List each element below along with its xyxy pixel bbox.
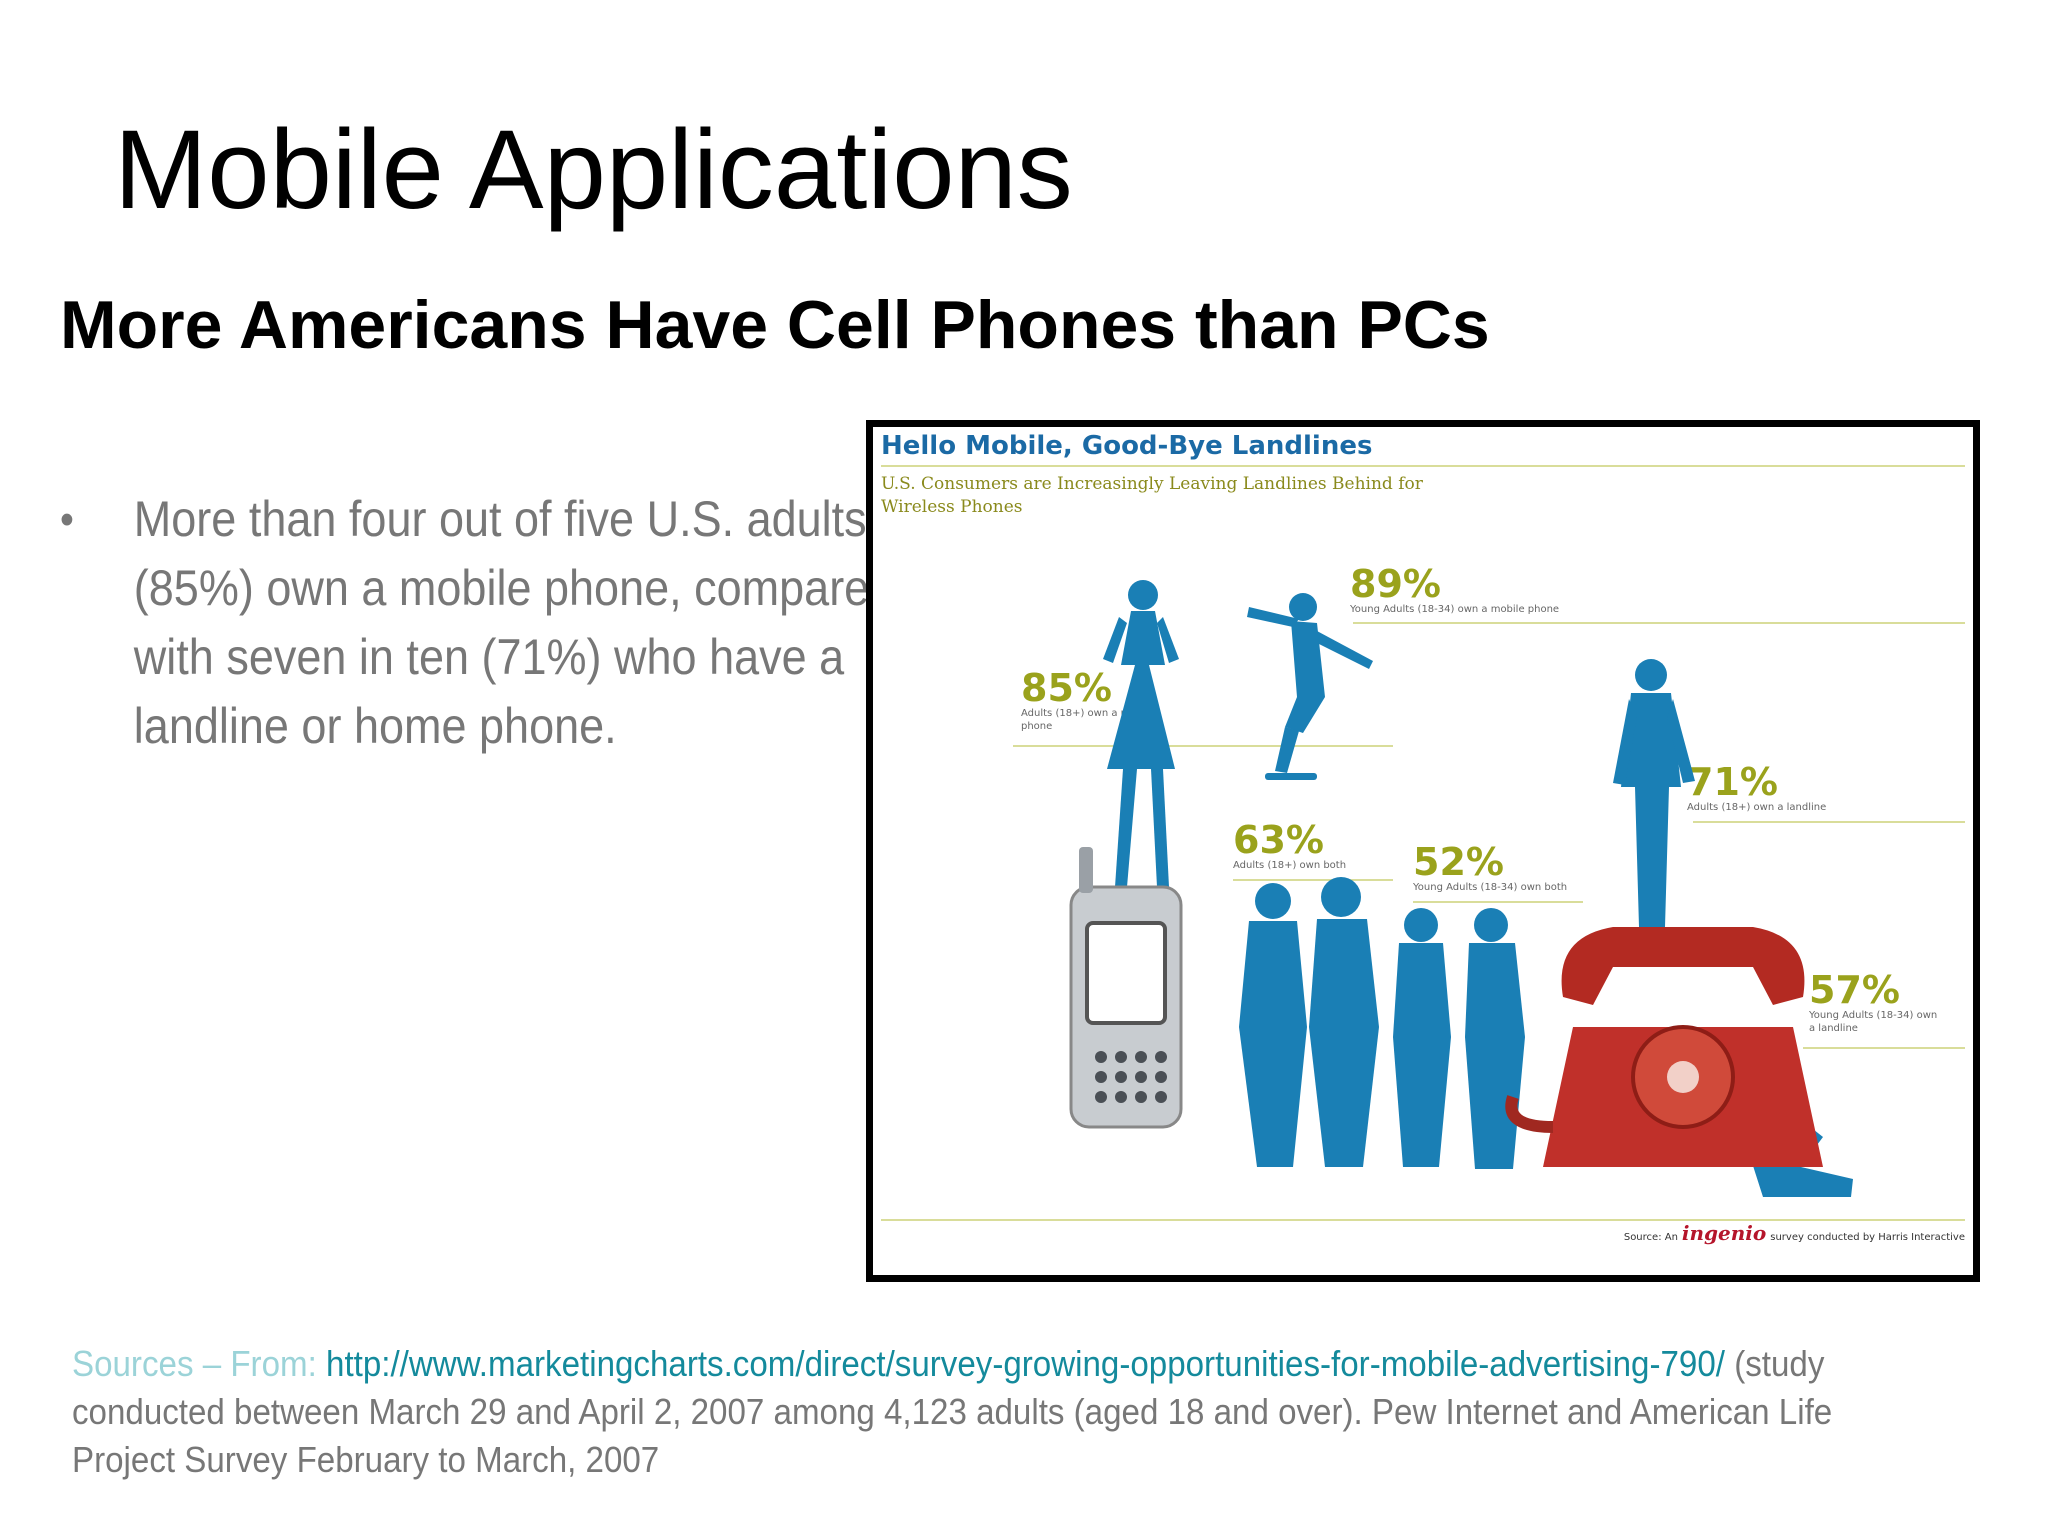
woman-silhouette-icon <box>1103 580 1179 887</box>
ingenio-logo: ingenio <box>1681 1221 1767 1245</box>
guide-line <box>1013 745 1393 747</box>
infographic-subtitle: U.S. Consumers are Increasingly Leaving … <box>881 474 1423 517</box>
sources-link[interactable]: http://www.marketingcharts.com/direct/su… <box>326 1343 1725 1384</box>
sources-lead: Sources – From: <box>72 1343 317 1384</box>
guide-line <box>881 1219 1965 1221</box>
infographic-title: Hello Mobile, Good-Bye Landlines <box>881 431 1373 461</box>
infographic-image: Hello Mobile, Good-Bye Landlines U.S. Co… <box>866 420 1980 1282</box>
sources-details: (study conducted between March 29 and Ap… <box>72 1343 1833 1480</box>
bullet-text: More than four out of five U.S. adults (… <box>133 491 895 754</box>
rotary-phone-icon <box>1505 927 1823 1167</box>
group-silhouette-icon <box>1239 877 1525 1169</box>
guide-line <box>1413 901 1583 903</box>
infographic-illustration <box>1069 580 1853 1197</box>
bullet-list: • More than four out of five U.S. adults… <box>60 485 894 761</box>
infographic-source: Source: An ingenio survey conducted by Har… <box>1623 1221 1965 1245</box>
guide-line <box>1233 879 1393 881</box>
guide-line <box>1803 1047 1965 1049</box>
slide-subtitle: More Americans Have Cell Phones than PCs <box>60 287 1490 363</box>
stat-adult-mobile: 85% Adults (18+) own a mobile phone <box>1021 666 1155 732</box>
skateboarder-silhouette-icon <box>1247 593 1373 780</box>
stat-young-landline: 57% Young Adults (18-34) own a landline <box>1809 968 1938 1034</box>
stat-adult-landline: 71% Adults (18+) own a landline <box>1687 760 1827 813</box>
sources-note: Sources – From: http://www.marketingchar… <box>72 1340 1838 1484</box>
stat-young-both: 52% Young Adults (18-34) own both <box>1413 840 1568 893</box>
guide-line <box>1353 622 1965 624</box>
cell-phone-icon <box>1069 847 1183 1129</box>
stat-young-mobile: 89% Young Adults (18-34) own a mobile ph… <box>1350 562 1560 615</box>
businessman-silhouette-icon <box>1613 659 1695 927</box>
slide-title: Mobile Applications <box>114 107 1073 232</box>
divider <box>881 465 1965 467</box>
bullet-dot-icon: • <box>60 495 74 544</box>
bullet-item: • More than four out of five U.S. adults… <box>60 485 908 761</box>
stat-adult-both: 63% Adults (18+) own both <box>1233 818 1347 871</box>
guide-line <box>1693 821 1965 823</box>
